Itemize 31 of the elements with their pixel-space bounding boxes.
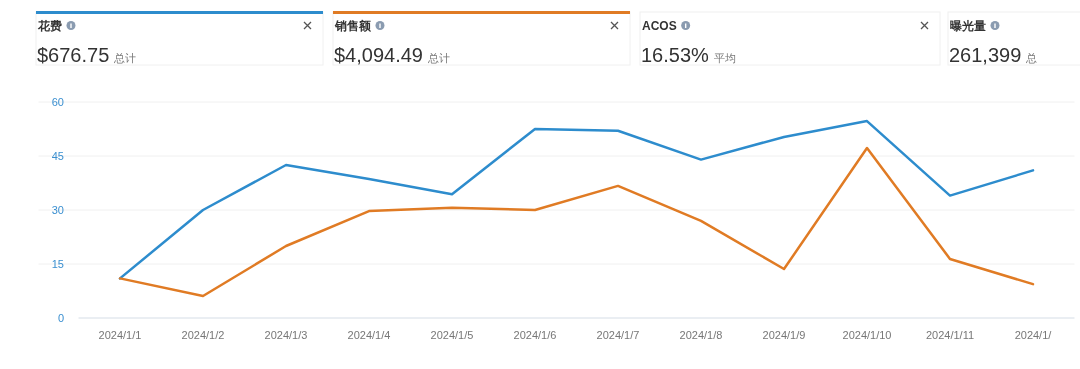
x-tick-label: 2024/1/4	[347, 329, 391, 341]
x-tick-label: 2024/1/11	[925, 329, 975, 341]
y-tick-label: 0	[57, 312, 64, 324]
text: 16.53%	[641, 44, 710, 66]
text: 销售额	[334, 19, 372, 33]
text: 总计	[426, 52, 450, 64]
y-tick-label: 15	[51, 258, 64, 270]
text: 261,399	[949, 44, 1022, 66]
y-tick-label: 30	[51, 204, 64, 216]
text: 平均	[713, 52, 736, 64]
x-tick-label: 2024/1/9	[762, 329, 806, 341]
y-tick-label: 45	[51, 150, 64, 162]
text: $676.75	[37, 44, 110, 66]
x-tick-label: 2024/1/1	[98, 329, 142, 341]
x-tick-label: 2024/1/2	[181, 329, 225, 341]
x-tick-label: 2024/1/3	[264, 329, 308, 341]
line-series	[118, 146, 1035, 298]
x-tick-label: 2024/1/10	[842, 329, 892, 341]
x-tick-label: 2024/1/	[1014, 329, 1053, 341]
text: ACOS	[642, 19, 677, 33]
text: 曝光量	[950, 19, 986, 33]
text: 总	[1025, 52, 1038, 64]
x-tick-label: 2024/1/8	[679, 329, 723, 341]
line-series	[118, 119, 1035, 280]
text: 总计	[113, 52, 137, 64]
x-tick-label: 2024/1/7	[596, 329, 640, 341]
text: 花费	[37, 19, 62, 33]
text: $4,094.49	[334, 44, 423, 66]
y-tick-label: 60	[51, 96, 64, 108]
x-tick-label: 2024/1/5	[430, 329, 474, 341]
x-tick-label: 2024/1/6	[513, 329, 557, 341]
